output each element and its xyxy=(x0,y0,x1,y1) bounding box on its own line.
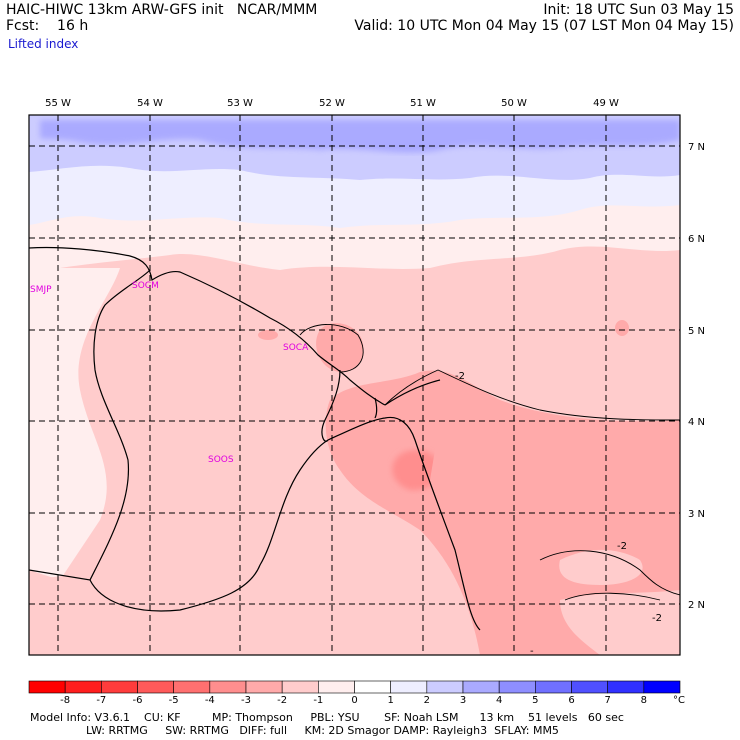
colorbar-tick-label: -3 xyxy=(241,695,251,706)
colorbar-swatch xyxy=(209,680,247,694)
colorbar-swatch xyxy=(390,680,428,694)
lat-label: 2 N xyxy=(688,600,705,611)
colorbar-swatch xyxy=(28,680,66,694)
contour-label: - xyxy=(530,646,534,657)
colorbar-tick-label: 6 xyxy=(568,695,574,706)
colorbar-swatch xyxy=(173,680,211,694)
contour-label: -2 xyxy=(455,371,465,382)
colorbar-unit: °C xyxy=(673,695,685,706)
colorbar-swatch xyxy=(643,680,681,694)
colorbar-tick-label: -5 xyxy=(169,695,179,706)
colorbar-swatch xyxy=(607,680,645,694)
lon-label: 52 W xyxy=(319,98,345,109)
colorbar-swatch xyxy=(281,680,319,694)
colorbar-swatch xyxy=(535,680,572,694)
colorbar-tick-label: 1 xyxy=(387,695,393,706)
contour-label: -2 xyxy=(652,613,662,624)
colorbar-tick-label: -2 xyxy=(277,695,287,706)
map-frame xyxy=(28,114,681,656)
lon-label: 55 W xyxy=(45,98,71,109)
lat-labels: 7 N 6 N 5 N 4 N 3 N 2 N xyxy=(688,142,705,611)
station-label: SMJP xyxy=(30,285,52,295)
lon-label: 49 W xyxy=(593,98,619,109)
model-title: HAIC-HIWC 13km ARW-GFS init NCAR/MMM xyxy=(6,2,318,18)
lat-label: 5 N xyxy=(688,326,705,337)
colorbar-swatch xyxy=(426,680,464,694)
lon-label: 54 W xyxy=(137,98,163,109)
colorbar-tick-label: 2 xyxy=(424,695,430,706)
borders xyxy=(29,246,481,631)
stations: SMJP SOCM SOCA SOOS xyxy=(30,281,309,465)
lat-label: 6 N xyxy=(688,234,705,245)
colorbar-swatch xyxy=(64,680,102,694)
lon-label: 53 W xyxy=(227,98,253,109)
colorbar-swatch xyxy=(571,680,608,694)
colorbar-swatch xyxy=(318,680,355,694)
colorbar-swatch xyxy=(498,680,536,694)
model-info-line2: LW: RRTMG SW: RRTMG DIFF: full KM: 2D Sm… xyxy=(30,724,559,737)
init-time: Init: 18 UTC Sun 03 May 15 xyxy=(543,2,734,18)
colorbar-tick-label: -1 xyxy=(313,695,323,706)
lat-label: 7 N xyxy=(688,142,705,153)
lat-label: 4 N xyxy=(688,417,705,428)
contour-labels: -2 -2 -2 - xyxy=(455,371,662,657)
colorbar-swatch xyxy=(245,680,283,694)
colorbar-tick-label: -6 xyxy=(133,695,143,706)
contours xyxy=(299,324,680,601)
field-name: Lifted index xyxy=(8,37,79,51)
colorbar-tick-label: 3 xyxy=(460,695,466,706)
colorbar-swatch xyxy=(354,680,391,694)
colorbar-swatch xyxy=(462,680,500,694)
colorbar-tick-label: 4 xyxy=(496,695,502,706)
colorbar-tick-label: -4 xyxy=(205,695,215,706)
lon-labels: 55 W 54 W 53 W 52 W 51 W 50 W 49 W xyxy=(45,98,619,109)
contour-label: -2 xyxy=(617,541,627,552)
lat-label: 3 N xyxy=(688,509,705,520)
lon-label: 50 W xyxy=(501,98,527,109)
colorbar: -8 -7 -6 -5 -4 -3 -2 -1 0 1 2 3 4 5 6 7 8 xyxy=(28,680,681,706)
colorbar-tick-label: -8 xyxy=(60,695,70,706)
graticule xyxy=(29,115,680,655)
colorbar-tick-label: 0 xyxy=(351,695,357,706)
valid-time: Valid: 10 UTC Mon 04 May 15 (07 LST Mon … xyxy=(354,18,734,34)
shaded-field xyxy=(29,115,680,655)
colorbar-swatch xyxy=(101,680,138,694)
colorbar-tick-label: 5 xyxy=(532,695,538,706)
station-label: SOOS xyxy=(208,455,234,465)
forecast-hour: Fcst: 16 h xyxy=(6,18,89,34)
model-info-line1: Model Info: V3.6.1 CU: KF MP: Thompson P… xyxy=(30,711,624,724)
colorbar-swatch xyxy=(137,680,174,694)
lon-label: 51 W xyxy=(410,98,436,109)
station-label: SOCM xyxy=(132,281,159,291)
colorbar-tick-label: 8 xyxy=(641,695,647,706)
colorbar-tick-label: 7 xyxy=(604,695,610,706)
colorbar-tick-label: -7 xyxy=(96,695,106,706)
station-label: SOCA xyxy=(283,343,309,353)
